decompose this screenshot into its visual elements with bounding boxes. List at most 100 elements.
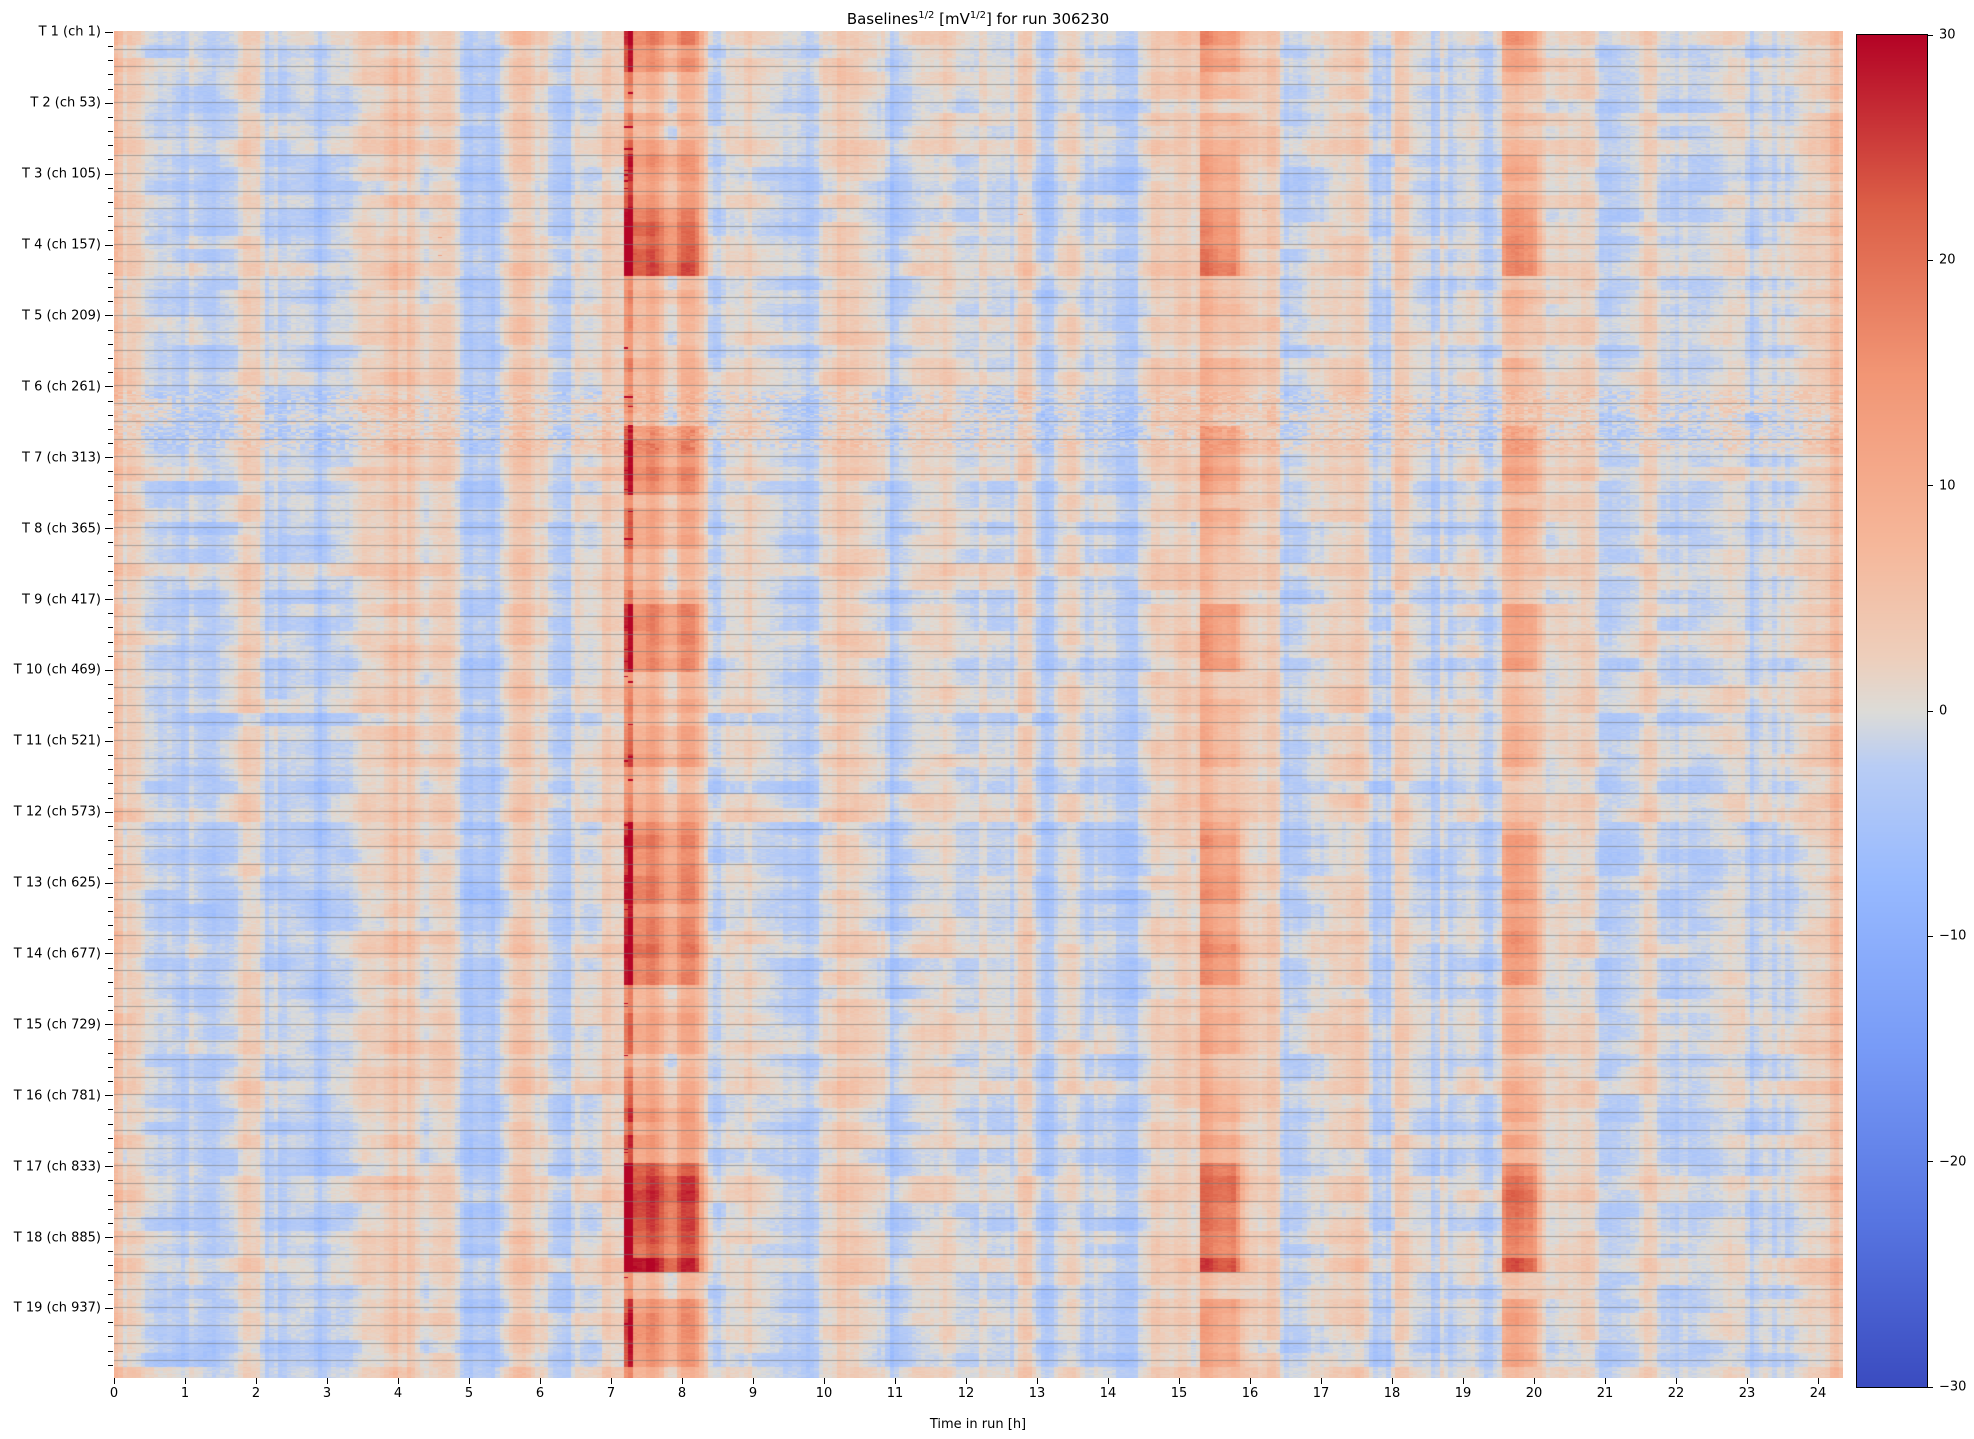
y-minor-tick (108, 726, 113, 728)
x-tick-label: 15 (1170, 1386, 1188, 1401)
y-minor-tick (108, 939, 113, 941)
x-tick (894, 1378, 896, 1384)
y-minor-tick (108, 428, 113, 430)
x-tick-label: 10 (815, 1386, 833, 1401)
x-tick-label: 1 (180, 1386, 190, 1401)
y-minor-tick (108, 1123, 113, 1125)
x-tick (1675, 1378, 1677, 1384)
y-minor-tick (108, 145, 113, 147)
y-tick-label: T 6 (ch 261) (22, 379, 101, 395)
x-tick (1817, 1378, 1819, 1384)
x-tick (1107, 1378, 1109, 1384)
y-minor-tick (108, 542, 113, 544)
chart-title: Baselines1/2 [mV1/2] for run 306230 (847, 6, 1109, 29)
x-tick-label: 24 (1809, 1386, 1827, 1401)
title-text: Baselines (846, 10, 919, 28)
x-tick (1462, 1378, 1464, 1384)
y-tick-label: T 10 (ch 469) (13, 662, 101, 678)
y-major-tick (105, 740, 113, 742)
y-tick-label: T 2 (ch 53) (30, 95, 101, 111)
y-minor-tick (108, 754, 113, 756)
colorbar-tick-label: 10 (1939, 478, 1956, 494)
y-tick-label: T 3 (ch 105) (22, 166, 101, 182)
y-minor-tick (108, 202, 113, 203)
y-minor-tick (108, 1293, 113, 1295)
y-minor-tick (108, 287, 113, 289)
y-major-tick (105, 882, 113, 884)
x-tick (113, 1378, 115, 1384)
y-tick-label: T 12 (ch 573) (13, 804, 101, 820)
y-major-tick (105, 315, 113, 317)
colorbar-tick-label: 20 (1939, 252, 1956, 268)
y-tick-label: T 17 (ch 833) (13, 1159, 101, 1175)
colorbar-tick-label: −10 (1939, 928, 1967, 944)
x-tick (752, 1378, 754, 1384)
y-minor-tick (108, 471, 113, 473)
y-minor-tick (108, 485, 113, 487)
title-sup-1: 1/2 (918, 10, 935, 21)
colorbar-tick (1928, 1386, 1933, 1388)
x-tick (1391, 1378, 1393, 1384)
y-minor-tick (108, 46, 113, 48)
x-tick-label: 6 (535, 1386, 545, 1401)
x-tick (1178, 1378, 1180, 1384)
y-minor-tick (108, 414, 113, 416)
y-minor-tick (108, 116, 113, 118)
y-minor-tick (108, 272, 113, 274)
y-minor-tick (108, 556, 113, 558)
x-tick-label: 19 (1454, 1386, 1472, 1401)
heatmap-canvas (114, 31, 1843, 1378)
y-tick-label: T 13 (ch 625) (13, 875, 101, 891)
y-minor-tick (108, 499, 113, 501)
y-minor-tick (108, 60, 113, 62)
y-minor-tick (108, 1336, 113, 1338)
x-tick (610, 1378, 612, 1384)
x-tick-label: 23 (1738, 1386, 1756, 1401)
y-major-tick (105, 1166, 113, 1168)
y-minor-tick (108, 1364, 113, 1366)
y-minor-tick (108, 216, 113, 218)
x-tick-label: 17 (1312, 1386, 1330, 1401)
y-minor-tick (108, 1010, 113, 1012)
title-text-2: [mV (934, 10, 970, 28)
y-major-tick (105, 1095, 113, 1097)
y-minor-tick (108, 1251, 113, 1253)
colorbar-tick (1928, 1161, 1933, 1163)
y-minor-tick (108, 1052, 113, 1054)
x-tick-label: 18 (1383, 1386, 1401, 1401)
y-major-tick (105, 31, 113, 33)
colorbar-tick (1928, 935, 1933, 937)
y-major-tick (105, 669, 113, 671)
x-tick (539, 1378, 541, 1384)
y-major-tick (105, 811, 113, 813)
y-minor-tick (108, 343, 113, 345)
y-minor-tick (108, 443, 113, 445)
colorbar-tick-label: 30 (1939, 27, 1956, 43)
y-major-tick (105, 244, 113, 246)
x-tick (1249, 1378, 1251, 1384)
y-minor-tick (108, 896, 113, 898)
y-minor-tick (108, 613, 113, 615)
y-tick-label: T 16 (ch 781) (13, 1088, 101, 1104)
y-minor-tick (108, 1208, 113, 1210)
colorbar-tick-label: 0 (1939, 703, 1948, 719)
x-tick (468, 1378, 470, 1384)
y-major-tick (105, 1237, 113, 1239)
y-major-tick (105, 386, 113, 388)
x-tick-label: 12 (957, 1386, 975, 1401)
y-minor-tick (108, 230, 113, 232)
y-minor-tick (108, 1180, 113, 1182)
x-tick-label: 11 (886, 1386, 904, 1401)
y-minor-tick (108, 825, 113, 827)
colorbar-tick (1928, 259, 1933, 261)
y-minor-tick (108, 967, 113, 969)
y-tick-label: T 8 (ch 365) (22, 521, 101, 537)
x-tick (1604, 1378, 1606, 1384)
colorbar-tick (1928, 34, 1933, 36)
y-minor-tick (108, 783, 113, 785)
y-minor-tick (108, 910, 113, 912)
y-major-tick (105, 457, 113, 459)
y-minor-tick (108, 868, 113, 870)
y-minor-tick (108, 513, 113, 515)
